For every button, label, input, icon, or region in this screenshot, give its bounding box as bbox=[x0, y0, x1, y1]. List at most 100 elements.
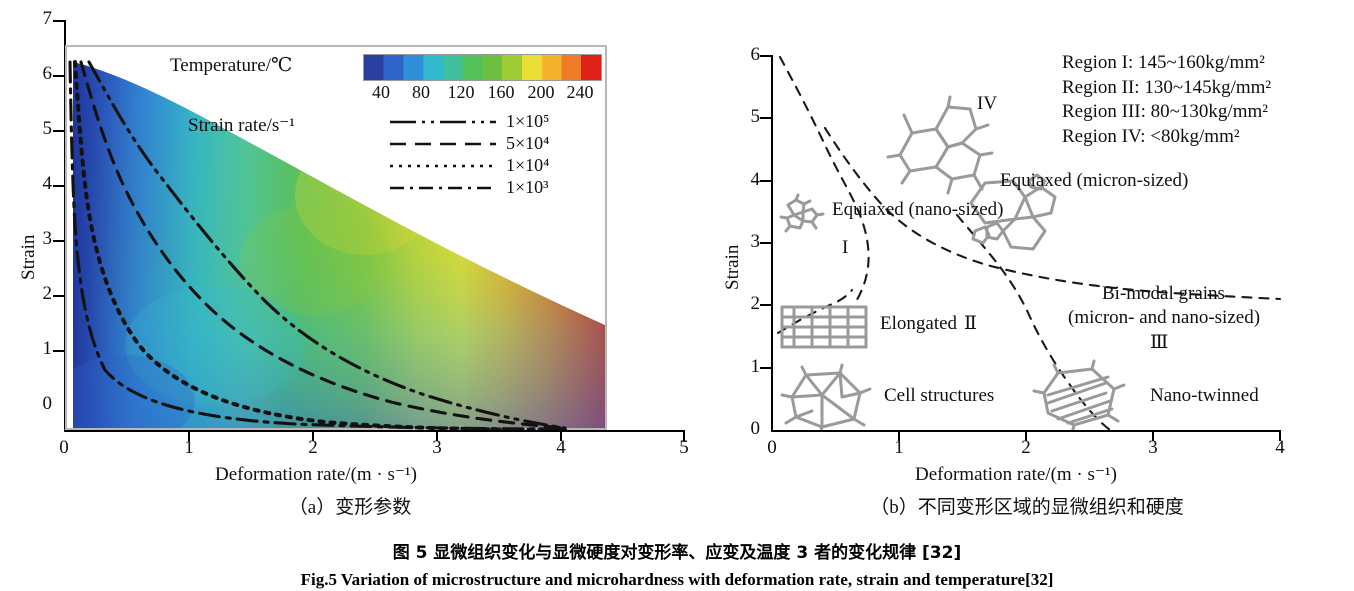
strain-rate-legend-label-1: 5×10⁴ bbox=[506, 133, 550, 153]
curve-5e4 bbox=[79, 60, 567, 430]
label-bi-modal: Bi-modal grains bbox=[1102, 283, 1225, 304]
panel-b-xtick-4: 4 bbox=[1275, 437, 1285, 458]
panel-b-ytick-6: 6 bbox=[750, 44, 761, 65]
colorbar-tick-240: 240 bbox=[566, 82, 594, 102]
panel-a-xtickmark-3 bbox=[436, 430, 438, 441]
panel-a-xtickmark-1 bbox=[188, 430, 190, 441]
region-legend-line-0: Region I: 145~160kg/mm² bbox=[1062, 52, 1265, 73]
panel-a-ytickmark-5 bbox=[53, 130, 65, 132]
panel-b-microstructure-regions: Strain 6 5 4 3 2 1 0 0 1 2 3 4 Deformati… bbox=[700, 0, 1354, 530]
panel-a-xtick-4: 4 bbox=[556, 437, 566, 458]
curve-1e4 bbox=[73, 60, 567, 430]
figure-caption-chinese: 图 5 显微组织变化与显微硬度对变形率、应变及温度 3 者的变化规律 [32] bbox=[392, 543, 962, 563]
strain-rate-legend-item-3: 1×10³ bbox=[388, 177, 593, 200]
strain-rate-legend-item-1: 5×10⁴ bbox=[388, 133, 593, 156]
panel-a-xtick-2: 2 bbox=[308, 437, 318, 458]
strain-rate-legend-item-0: 1×10⁵ bbox=[388, 111, 593, 134]
strain-rate-legend-title: Strain rate/s⁻¹ bbox=[188, 115, 296, 136]
panel-b-ytick-0: 0 bbox=[750, 418, 761, 439]
panel-b-ytickmark-4 bbox=[760, 180, 772, 182]
colorbar-tick-80: 80 bbox=[412, 82, 430, 102]
panel-a-subcaption: （a）变形参数 bbox=[288, 497, 412, 518]
strain-rate-legend-item-2: 1×10⁴ bbox=[388, 155, 593, 178]
region-legend-line-1: Region II: 130~145kg/mm² bbox=[1062, 76, 1272, 98]
icon-equiaxed-micron bbox=[886, 95, 994, 195]
region-boundaries-svg bbox=[776, 55, 1282, 430]
colorbar-title: Temperature/℃ bbox=[170, 55, 293, 76]
panel-a-ytickmark-6 bbox=[53, 75, 65, 77]
icon-elongated bbox=[780, 305, 868, 349]
panel-a-ytick-5: 5 bbox=[42, 118, 53, 139]
icon-nano-twinned bbox=[1032, 359, 1126, 430]
colorbar-tick-120: 120 bbox=[447, 82, 475, 102]
panel-b-ytick-3: 3 bbox=[750, 231, 761, 252]
figure-caption-english: Fig.5 Variation of microstructure and mi… bbox=[300, 570, 1054, 589]
panel-a-ytick-1: 1 bbox=[42, 338, 53, 359]
panel-b-xtickmark-3 bbox=[1152, 430, 1154, 441]
panel-a-xtickmark-5 bbox=[683, 430, 685, 441]
panel-b-ytick-1: 1 bbox=[750, 356, 761, 377]
panel-a-ytick-2: 2 bbox=[42, 283, 53, 304]
panel-a-ytick-7: 7 bbox=[42, 8, 53, 29]
region-marker-IV: IV bbox=[977, 93, 998, 114]
icon-bi-modal bbox=[969, 173, 1057, 251]
curve-1e5 bbox=[87, 60, 567, 430]
panel-a-plot-area: Temperature/℃ 40 80 120 160 200 240 Stra… bbox=[65, 45, 607, 430]
panel-b-x-axis-title: Deformation rate/(m · s⁻¹) bbox=[915, 464, 1117, 485]
panel-b-xtickmark-4 bbox=[1279, 430, 1281, 441]
panel-b-y-axis-line bbox=[771, 55, 773, 430]
label-bi-modal-sub: (micron- and nano-sized) bbox=[1068, 307, 1261, 328]
panel-a-x-axis-title: Deformation rate/(m · s⁻¹) bbox=[215, 464, 417, 485]
panel-b-xtick-3: 3 bbox=[1148, 437, 1158, 458]
panel-a-ytick-4: 4 bbox=[42, 173, 53, 194]
boundary-region-I-II bbox=[776, 288, 854, 335]
panel-a-ytickmark-1 bbox=[53, 350, 65, 352]
label-nano-twinned: Nano-twinned bbox=[1150, 385, 1259, 406]
line-sample-dash-dot-dot bbox=[390, 120, 496, 124]
panel-b-xtick-0: 0 bbox=[767, 437, 777, 458]
temperature-heatmap bbox=[65, 45, 607, 430]
boundary-region-II-III bbox=[955, 213, 1112, 430]
label-equiaxed-nano: Equiaxed (nano-sized) bbox=[832, 199, 1004, 220]
curve-1e3 bbox=[68, 60, 567, 430]
region-marker-II: Ⅱ bbox=[964, 313, 977, 334]
panel-a-xtick-1: 1 bbox=[184, 437, 194, 458]
line-sample-dash-dot bbox=[390, 186, 496, 190]
panel-b-ytickmark-5 bbox=[760, 117, 772, 119]
panel-b-ytick-2: 2 bbox=[750, 293, 761, 314]
icon-cell-structures bbox=[780, 363, 872, 430]
panel-a-xtick-5: 5 bbox=[679, 437, 689, 458]
panel-b-xtick-1: 1 bbox=[894, 437, 904, 458]
panel-b-plot-area: Region I: 145~160kg/mm² Region II: 130~1… bbox=[772, 52, 1282, 430]
panel-a-xtick-3: 3 bbox=[432, 437, 442, 458]
panel-a-deformation-parameters: Strain 7 6 5 4 3 2 1 0 0 1 2 3 4 5 Defor… bbox=[0, 0, 720, 530]
region-legend-line-2: Region III: 80~130kg/mm² bbox=[1062, 101, 1268, 123]
panel-b-ytickmark-6 bbox=[760, 55, 772, 57]
panel-a-ytickmark-3 bbox=[53, 240, 65, 242]
strain-rate-legend-label-3: 1×10³ bbox=[506, 177, 549, 197]
region-hardness-legend: Region I: 145~160kg/mm² Region II: 130~1… bbox=[1062, 51, 1271, 150]
region-marker-III: Ⅲ bbox=[1150, 332, 1169, 353]
panel-a-ytickmark-7 bbox=[53, 20, 65, 22]
panel-b-ytickmark-1 bbox=[760, 367, 772, 369]
panel-a-ytick-3: 3 bbox=[42, 228, 53, 249]
label-elongated: Elongated bbox=[880, 313, 958, 334]
panel-b-ytickmark-3 bbox=[760, 242, 772, 244]
label-equiaxed-micron: Equiaxed (micron-sized) bbox=[1000, 170, 1189, 191]
panel-b-xtick-2: 2 bbox=[1021, 437, 1031, 458]
panel-b-ytick-4: 4 bbox=[750, 169, 761, 190]
colorbar-tick-160: 160 bbox=[487, 82, 515, 102]
panel-b-ytickmark-2 bbox=[760, 304, 772, 306]
panel-b-subcaption: （b）不同变形区域的显微组织和硬度 bbox=[870, 497, 1184, 518]
panel-b-xtickmark-2 bbox=[1025, 430, 1027, 441]
boundary-region-IV-lower bbox=[823, 126, 1282, 301]
panel-a-ytickmark-4 bbox=[53, 185, 65, 187]
region-marker-I: I bbox=[842, 237, 849, 258]
panel-a-legend: Temperature/℃ 40 80 120 160 200 240 Stra… bbox=[170, 50, 602, 197]
colorbar-tick-200: 200 bbox=[527, 82, 555, 102]
panel-a-xtickmark-2 bbox=[312, 430, 314, 441]
line-sample-dotted bbox=[390, 164, 496, 168]
boundary-region-I-IV bbox=[778, 55, 870, 307]
line-sample-dashed bbox=[390, 142, 496, 146]
